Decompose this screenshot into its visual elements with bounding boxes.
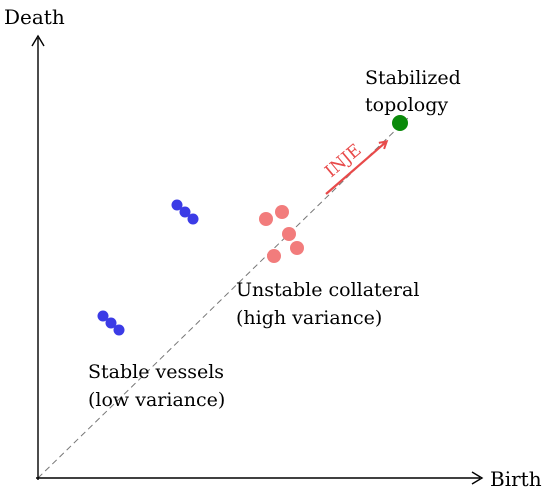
stable-point: [171, 199, 183, 211]
stable-point: [105, 317, 117, 329]
x-axis-label: Birth: [490, 467, 542, 491]
stable-point: [113, 324, 125, 336]
unstable-point: [275, 205, 289, 219]
unstable-point: [282, 227, 296, 241]
unstable-label-line1: Unstable collateral: [236, 279, 419, 301]
stabilized-label-line1: Stabilized: [365, 67, 461, 89]
stabilized-label-line2: topology: [365, 94, 448, 116]
inje-label: INJE: [321, 140, 365, 182]
y-axis-arrowhead: [31, 34, 45, 47]
stable-label-line2: (low variance): [88, 389, 225, 411]
diagonal-line: [37, 117, 409, 479]
inje-arrow: [325, 142, 386, 195]
stable-label-line1: Stable vessels: [88, 361, 224, 383]
x-axis-arrowhead: [471, 471, 484, 485]
stable-point: [97, 310, 109, 322]
stabilized-point: [392, 115, 408, 131]
unstable-point: [259, 212, 273, 226]
stable-point: [179, 206, 191, 218]
unstable-label-line2: (high variance): [236, 307, 382, 329]
unstable-point: [267, 249, 281, 263]
unstable-point: [290, 241, 304, 255]
y-axis-label: Death: [4, 5, 65, 29]
stable-point: [187, 213, 199, 225]
